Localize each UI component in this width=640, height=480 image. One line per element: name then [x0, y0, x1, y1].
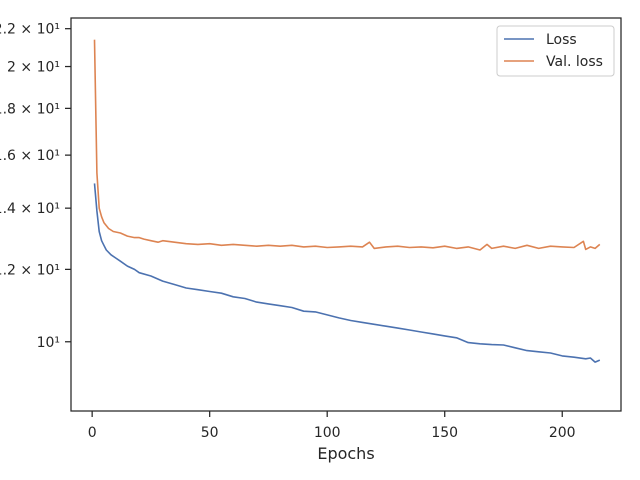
x-tick-label: 150 — [431, 425, 458, 441]
y-tick-label: 10¹ — [37, 335, 60, 351]
y-tick-label: 1.6 × 10¹ — [0, 148, 60, 164]
legend-label: Loss — [546, 32, 577, 48]
y-tick-label: 1.4 × 10¹ — [0, 201, 60, 217]
axis-ticks: 0 50 100 150 200 10¹ 1.2 × 10¹ 1.4 × 10¹ 1.6 × 1… — [0, 22, 576, 441]
x-tick-label: 100 — [314, 425, 341, 441]
y-tick-label: 2.2 × 10¹ — [0, 22, 60, 38]
y-tick-label: 1.8 × 10¹ — [0, 101, 60, 117]
x-axis-label: Epochs — [317, 444, 374, 463]
plot-frame — [70, 17, 622, 412]
legend: Loss Val. loss — [496, 25, 615, 77]
series-line-2 — [93, 39, 601, 251]
series-lines — [93, 39, 601, 363]
legend-label: Val. loss — [546, 54, 603, 70]
x-tick-label: 0 — [88, 425, 97, 441]
y-tick-label: 2 × 10¹ — [7, 60, 60, 76]
x-tick-label: 200 — [549, 425, 576, 441]
x-tick-label: 50 — [201, 425, 219, 441]
y-tick-label: 1.2 × 10¹ — [0, 262, 60, 278]
series-line-1 — [93, 183, 601, 363]
